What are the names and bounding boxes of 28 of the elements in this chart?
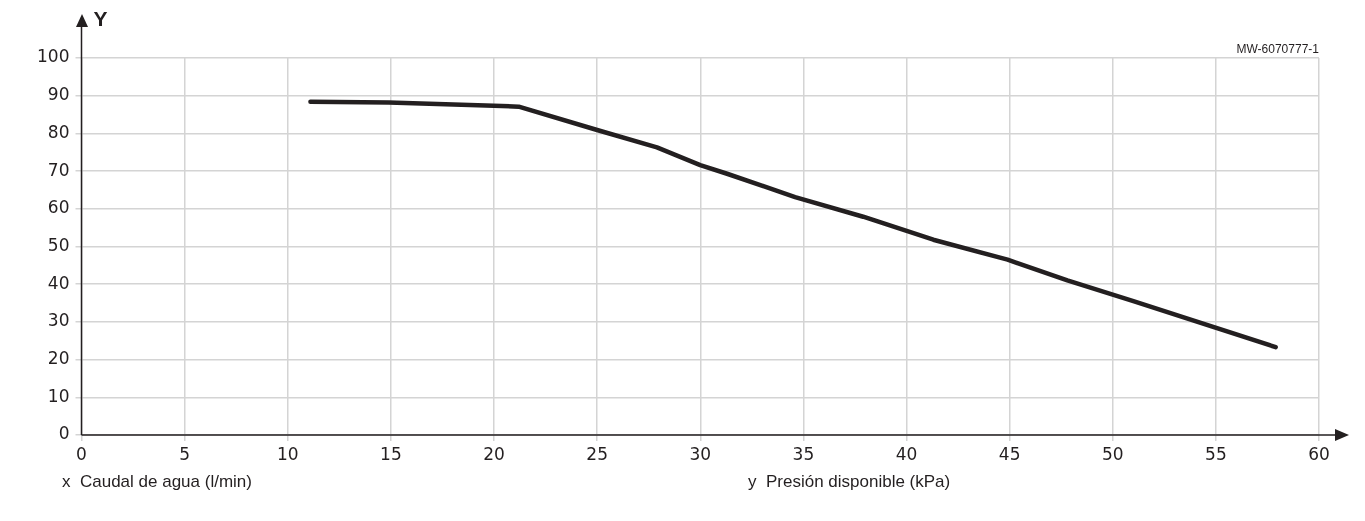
x-tick-label: 5 xyxy=(179,443,191,464)
y-tick-label: 40 xyxy=(47,272,70,293)
y-tick-label: 30 xyxy=(47,310,70,331)
text: y Presión disponible (kPa) xyxy=(748,472,951,492)
text: MW-6070777-1 xyxy=(1236,42,1319,56)
x-tick-label: 20 xyxy=(483,443,505,464)
x-tick-label: 0 xyxy=(76,443,87,464)
y-tick-label: 70 xyxy=(47,159,70,180)
y-tick-label: 100 xyxy=(37,46,70,67)
x-tick-label: 35 xyxy=(792,443,815,464)
y-tick-label: 60 xyxy=(47,197,70,218)
x-tick-label: 55 xyxy=(1205,443,1227,464)
y-tick-label: 0 xyxy=(58,423,70,444)
y-tick-label: 50 xyxy=(47,234,70,255)
y-axis-title: Y xyxy=(93,6,108,30)
x-tick-label: 50 xyxy=(1101,443,1124,464)
y-tick-label: 80 xyxy=(47,121,70,142)
text: x Caudal de agua (l/min) xyxy=(62,472,252,492)
x-tick-label: 10 xyxy=(276,443,299,464)
x-tick-label: 60 xyxy=(1308,443,1330,464)
y-tick-label: 10 xyxy=(47,385,70,406)
x-tick-label: 30 xyxy=(689,443,712,464)
x-tick-label: 45 xyxy=(998,443,1021,464)
x-tick-label: 25 xyxy=(586,443,608,464)
y-tick-label: 90 xyxy=(47,84,70,105)
x-tick-label: 15 xyxy=(380,443,402,464)
y-tick-label: 20 xyxy=(47,348,70,369)
x-tick-label: 40 xyxy=(895,443,918,464)
